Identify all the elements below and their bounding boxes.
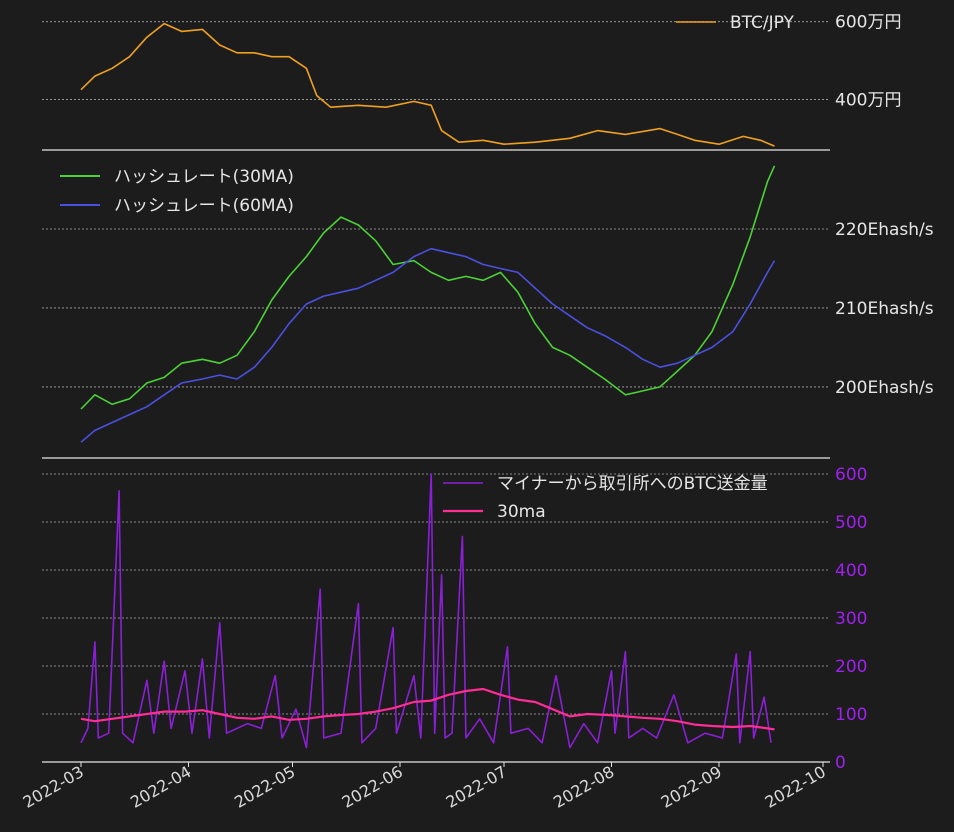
transfers-tick-label: 500 [835, 513, 867, 533]
legend-label-transfers-1: 30ma [497, 502, 546, 522]
price-series-line-0 [80, 22, 775, 147]
transfers-tick-label: 300 [835, 609, 867, 629]
hashrate-tick-label: 200Ehash/s [835, 378, 934, 398]
transfers-series-line-0 [80, 473, 772, 749]
legend-label-hashrate-0: ハッシュレート(30MA) [114, 167, 294, 187]
legend-label-hashrate-1: ハッシュレート(60MA) [114, 196, 294, 216]
transfers-series-line-1 [80, 687, 775, 731]
price-tick-label: 400万円 [835, 90, 901, 110]
legend-label-btc-jpy: BTC/JPY [730, 13, 795, 33]
price-tick-label: 600万円 [835, 13, 901, 33]
transfers-tick-label: 400 [835, 561, 867, 581]
hashrate-panel: 200Ehash/s 210Ehash/s 220Ehash/s ハッシュレート(30… [42, 165, 934, 459]
hashrate-tick-label: 220Ehash/s [835, 220, 934, 240]
legend-label-transfers-0: マイナーから取引所へのBTC送金量 [497, 474, 768, 494]
transfers-tick-label: 200 [835, 657, 867, 677]
hashrate-series-line-0 [80, 165, 776, 410]
transfers-panel: 0 100 200 300 400 500 600 マイナーから取引所へのBTC送金量 30ma [42, 465, 867, 773]
hashrate-tick-label: 210Ehash/s [835, 299, 934, 319]
transfers-tick-label: 100 [835, 705, 867, 725]
price-panel: 400万円 600万円 BTC/JPY [42, 13, 901, 151]
transfers-tick-label: 0 [835, 753, 846, 773]
transfers-tick-label: 600 [835, 465, 867, 485]
hashrate-series-line-1 [80, 247, 776, 443]
